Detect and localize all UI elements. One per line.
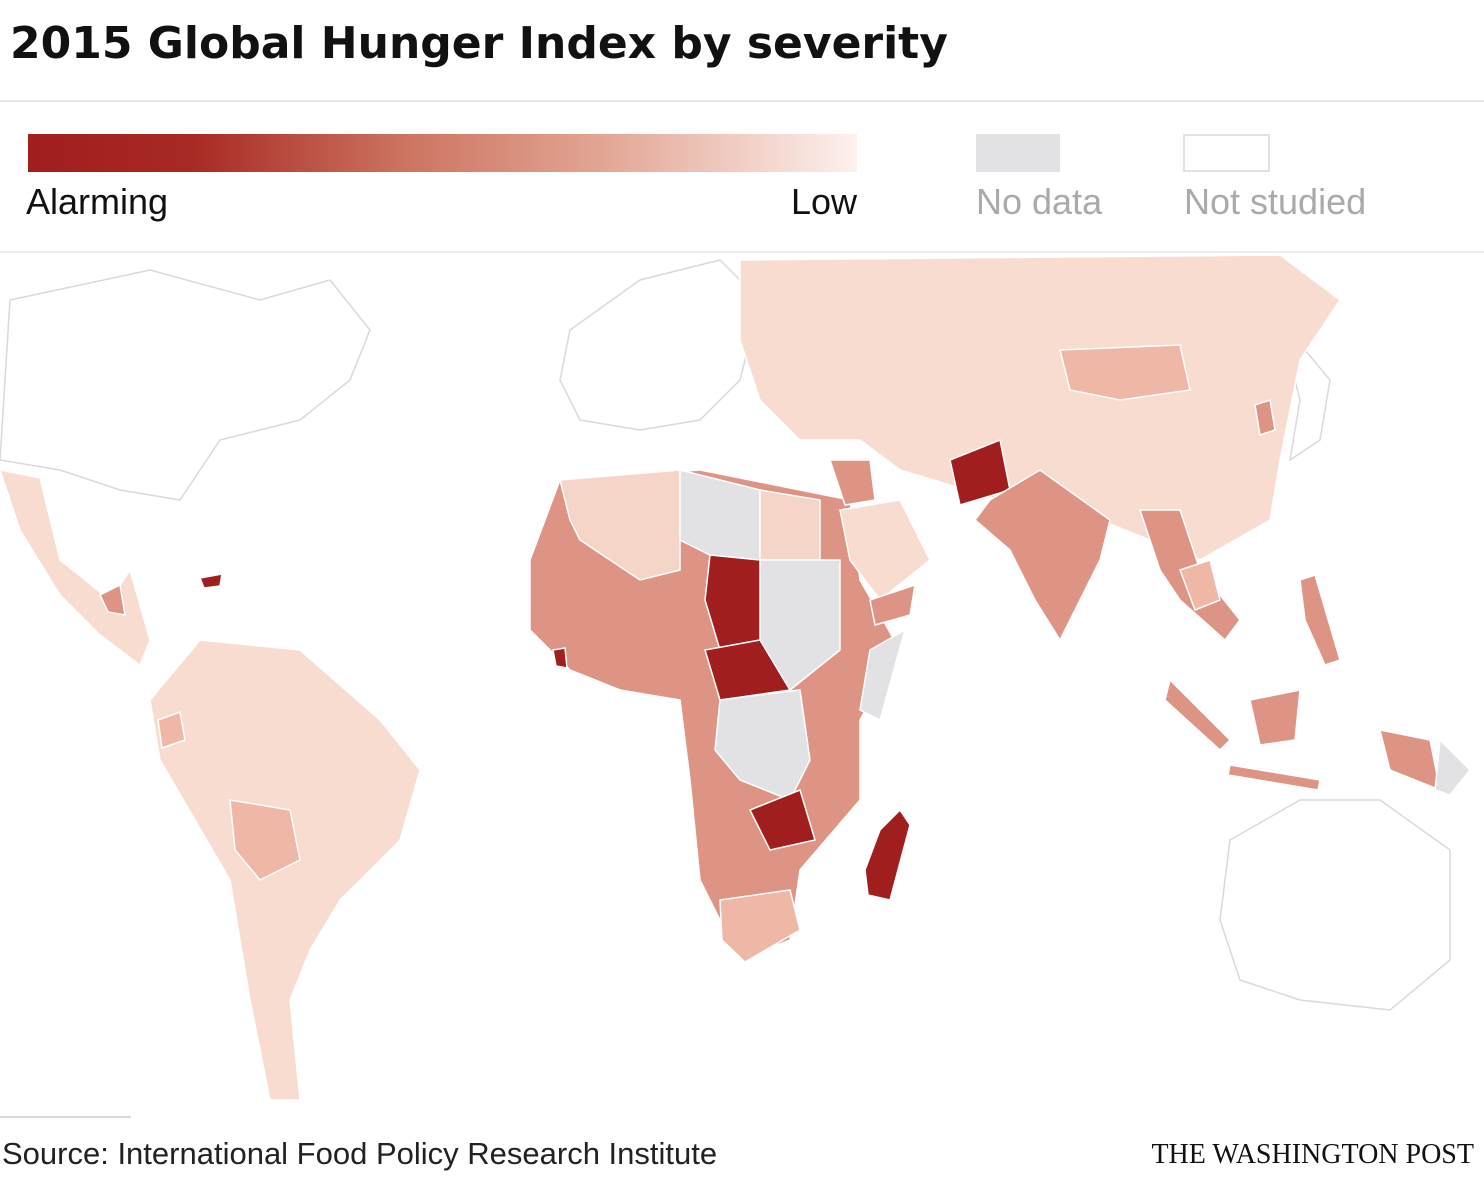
legend-no-data: No data [976,181,1103,222]
philippines [1299,574,1341,666]
india-pakistan [973,469,1111,642]
haiti [198,573,223,589]
south-america [149,639,421,1101]
iraq [828,459,876,506]
legend-high: Alarming [26,181,168,222]
not-studied-swatch [1183,134,1270,172]
zambia [748,788,816,851]
mongolia [1059,344,1191,401]
madagascar [864,808,911,901]
guatemala [99,583,126,616]
java [1227,764,1321,791]
yemen [869,583,916,626]
europe [559,259,761,431]
sierra-leone [552,647,568,669]
thailand [1179,559,1221,611]
car [704,639,792,701]
mexico-central-america [0,469,151,667]
borneo [1249,689,1301,746]
papua [1378,729,1442,792]
legend-low: Low [791,181,858,222]
north-korea [1254,399,1276,436]
arabia [839,499,931,602]
credit: THE WASHINGTON POST [1151,1139,1474,1170]
north-america [0,269,371,501]
somalia [859,628,907,722]
ecuador [157,710,186,750]
source: Source: International Food Policy Resear… [2,1136,717,1171]
world-map [0,254,1472,1101]
legend-not-studied: Not studied [1184,181,1366,222]
australia [1219,799,1451,1011]
egypt [759,489,821,561]
sumatra [1164,678,1232,752]
png [1434,738,1472,796]
south-africa [719,889,801,963]
title: 2015 Global Hunger Index by severity [10,18,948,69]
no-data-swatch [976,134,1060,172]
severity-scale [28,134,857,172]
bolivia [229,799,301,881]
